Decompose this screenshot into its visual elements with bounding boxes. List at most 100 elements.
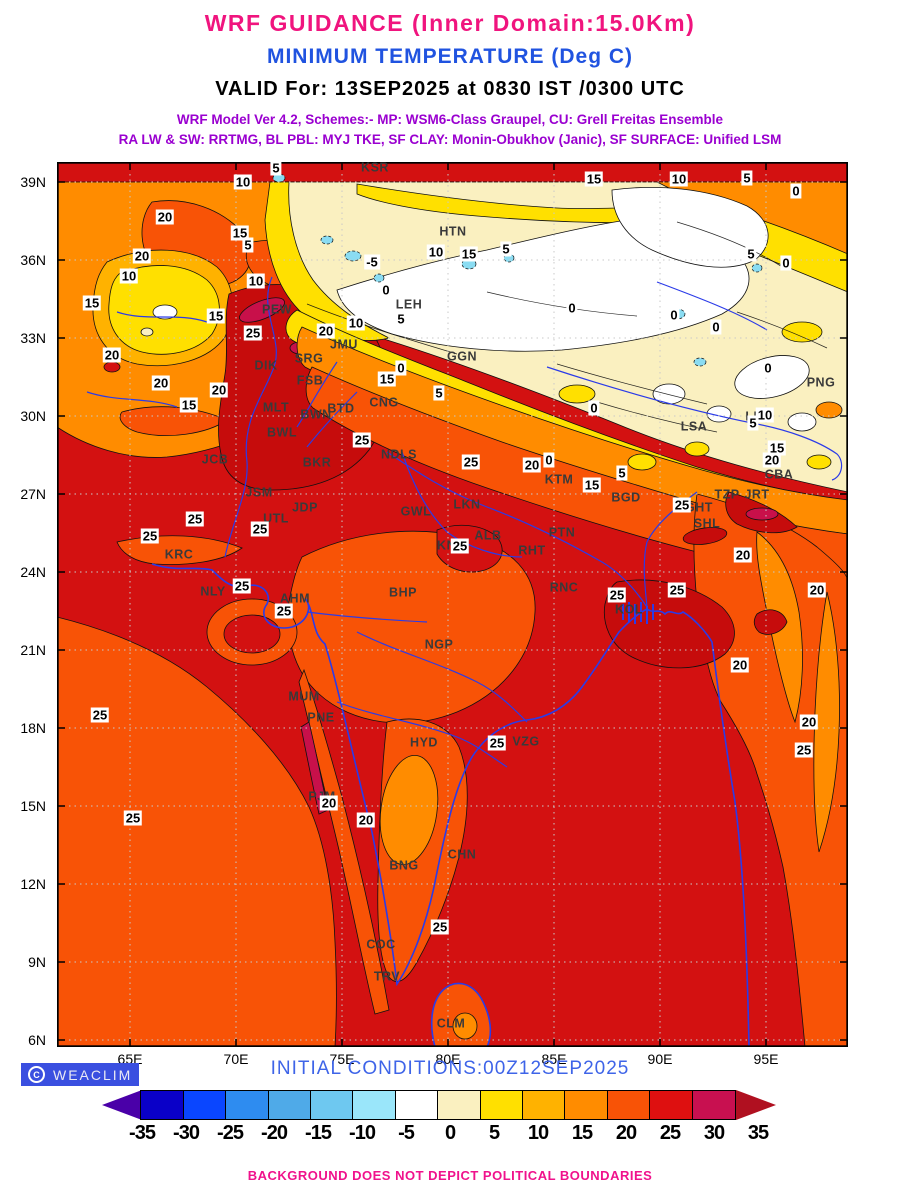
station-label: KOL (615, 602, 643, 617)
contour-value-label: 5 (433, 385, 445, 401)
station-label: LEH (395, 297, 423, 312)
contour-value-label: 15 (584, 171, 604, 187)
colorbar-cells (140, 1090, 736, 1120)
station-label: ALB (474, 528, 502, 543)
contour-value-label: 20 (730, 657, 750, 673)
station-label: VZG (512, 734, 540, 749)
colorbar-tick-label: -5 (398, 1122, 415, 1144)
station-label: CBA (764, 467, 794, 482)
colorbar-right-arrow (735, 1090, 776, 1120)
colorbar-cell (140, 1090, 185, 1120)
temperature-field-artwork (57, 162, 848, 1047)
map-title: WRF GUIDANCE (Inner Domain:15.0Km) (204, 10, 696, 36)
contour-value-label: 10 (119, 268, 139, 284)
contour-value-label: 10 (246, 273, 266, 289)
contour-value-label: 25 (667, 582, 687, 598)
latitude-axis: 39N 36N 33N 30N 27N 24N 21N 18N 15N 12N 9N 6N (0, 162, 52, 1048)
station-label: DIK (254, 358, 278, 373)
station-label: KTM (544, 472, 574, 487)
contour-value-label: 5 (747, 415, 759, 431)
contour-value-label: 0 (380, 282, 392, 298)
contour-value-label: 20 (316, 323, 336, 339)
contour-value-label: 5 (395, 311, 407, 327)
contour-value-label: 0 (566, 300, 578, 316)
contour-value-label: 25 (461, 454, 481, 470)
lat-axis-label: 21N (20, 642, 46, 658)
station-label: PEW (262, 302, 292, 317)
station-label: JRT (744, 487, 770, 502)
station-label: JSM (245, 485, 273, 500)
contour-value-label: 15 (582, 477, 602, 493)
contour-value-label: 0 (588, 400, 600, 416)
contour-value-label: 0 (790, 183, 802, 199)
station-label: BWN (300, 407, 332, 422)
station-label: UTL (263, 511, 289, 526)
lat-axis-label: 6N (28, 1032, 46, 1048)
weaclim-logo: C WEACLIM (21, 1063, 139, 1086)
contour-value-label: 25 (794, 742, 814, 758)
contour-value-label: 0 (762, 360, 774, 376)
contour-value-label: 5 (500, 241, 512, 257)
lon-axis-label: 70E (223, 1051, 249, 1067)
contour-value-label: 10 (233, 174, 253, 190)
colorbar-cell (267, 1090, 312, 1120)
station-label: GWL (400, 504, 432, 519)
station-label: BGD (611, 490, 641, 505)
colorbar (102, 1090, 776, 1120)
colorbar-tick-label: 0 (444, 1122, 456, 1144)
station-label: NGP (424, 637, 454, 652)
map-frame (57, 162, 848, 1047)
copyright-icon: C (28, 1066, 45, 1083)
contour-value-label: 15 (82, 295, 102, 311)
station-label: KRC (164, 547, 194, 562)
colorbar-cell (522, 1090, 567, 1120)
colorbar-tick-label: 5 (488, 1122, 500, 1144)
colorbar-cell (352, 1090, 397, 1120)
contour-value-label: 20 (209, 382, 229, 398)
station-label: GHT (685, 500, 713, 515)
lat-axis-label: 39N (20, 174, 46, 190)
station-label: HYD (410, 735, 438, 750)
lon-axis-label: 85E (541, 1051, 567, 1067)
contour-value-label: 25 (250, 521, 270, 537)
station-label: JMU (330, 337, 358, 352)
map-subtitle: MINIMUM TEMPERATURE (Deg C) (266, 45, 634, 68)
contour-value-label: 20 (155, 209, 175, 225)
lat-axis-label: 18N (20, 720, 46, 736)
contour-value-label: 25 (185, 511, 205, 527)
contour-value-label: 25 (430, 919, 450, 935)
disclaimer-text: BACKGROUND DOES NOT DEPICT POLITICAL BOU… (247, 1168, 653, 1183)
initial-conditions-text: INITIAL CONDITIONS:00Z12SEP2025 (270, 1058, 630, 1079)
temperature-map: KSR HTN LEH PEW JMU SRG DIK FSB GGN MLT BWN BTD CNG B… (57, 160, 848, 1047)
station-label: COC (366, 937, 396, 952)
station-label: GGN (447, 349, 477, 364)
contour-value-label: 15 (377, 371, 397, 387)
contour-value-label: 25 (352, 432, 372, 448)
contour-value-label: 10 (346, 315, 366, 331)
station-label: RNC (549, 580, 579, 595)
station-label: PTN (548, 525, 576, 540)
colorbar-tick-label: 35 (747, 1122, 769, 1144)
contour-value-label: 0 (710, 319, 722, 335)
colorbar-tick-label: -35 (129, 1122, 156, 1144)
colorbar-tick-label: -20 (261, 1122, 288, 1144)
contour-value-label: 20 (151, 375, 171, 391)
colorbar-cell (394, 1090, 439, 1120)
lat-axis-label: 24N (20, 564, 46, 580)
contour-value-label: 25 (274, 603, 294, 619)
colorbar-cell (479, 1090, 524, 1120)
contour-value-label: 5 (616, 465, 628, 481)
colorbar-tick-label: -25 (217, 1122, 244, 1144)
contour-value-label: 10 (755, 407, 775, 423)
station-label: CHN (447, 847, 477, 862)
colorbar-cell (182, 1090, 227, 1120)
lat-axis-label: 36N (20, 252, 46, 268)
contour-value-label: 25 (123, 810, 143, 826)
station-label: KSR (361, 160, 389, 175)
colorbar-tick-label: 20 (615, 1122, 637, 1144)
contour-value-label: 25 (232, 578, 252, 594)
station-label: SRG (294, 351, 324, 366)
colorbar-cell (691, 1090, 736, 1120)
colorbar-scale: -35 -30 -25 -20 -15 -10 -5 0 5 10 15 20 25 30 35 (102, 1122, 802, 1146)
